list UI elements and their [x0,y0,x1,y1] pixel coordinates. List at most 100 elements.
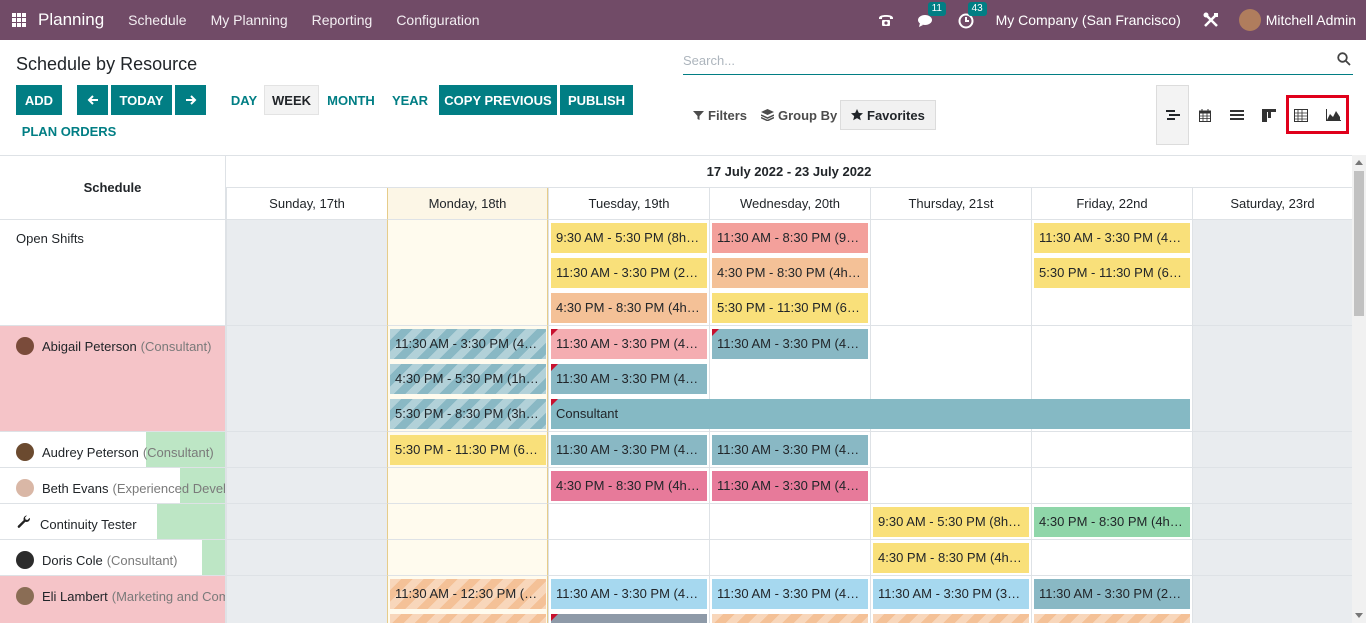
gantt-cell[interactable] [548,468,709,504]
scale-year-button[interactable]: YEAR [391,92,429,108]
publish-button[interactable]: PUBLISH [560,85,633,115]
list-view-button[interactable] [1221,85,1253,145]
shift-pill[interactable] [1034,614,1190,623]
gantt-cell[interactable] [1192,540,1352,576]
gantt-cell[interactable] [548,576,709,623]
gantt-cell[interactable] [1192,576,1352,623]
today-button[interactable]: TODAY [111,85,172,115]
gantt-cell[interactable] [226,576,387,623]
gantt-cell[interactable] [1192,432,1352,468]
shift-pill[interactable]: 4:30 PM - 5:30 PM (1h) -... [390,364,546,394]
shift-pill[interactable]: 11:30 AM - 3:30 PM (2h... [551,258,707,288]
shift-pill[interactable] [873,614,1029,623]
shift-pill[interactable]: 11:30 AM - 3:30 PM (4h... [1034,223,1190,253]
shift-pill[interactable]: 11:30 AM - 3:30 PM (3h... [873,579,1029,609]
gantt-cell[interactable] [870,540,1031,576]
resource-row-label[interactable]: Eli Lambert (Marketing and Com [0,576,226,623]
apps-menu-icon[interactable] [12,13,26,27]
gantt-cell[interactable] [709,540,870,576]
resource-row-label[interactable]: Audrey Peterson (Consultant) [0,432,226,468]
gantt-cell[interactable] [870,504,1031,540]
shift-pill[interactable]: Consultant [551,399,1190,429]
shift-pill[interactable]: 5:30 PM - 8:30 PM (3h) -... [390,399,546,429]
gantt-cell[interactable] [1192,504,1352,540]
gantt-cell[interactable] [1192,468,1352,504]
previous-button[interactable] [77,85,108,115]
gantt-cell[interactable] [387,220,548,326]
gantt-view-button[interactable] [1156,85,1189,145]
gantt-cell[interactable] [226,540,387,576]
shift-pill[interactable]: 4:30 PM - 8:30 PM (4h) -... [551,293,707,323]
shift-pill[interactable]: 11:30 AM - 3:30 PM (2h... [1034,579,1190,609]
resource-row-label[interactable]: Open Shifts [0,220,226,326]
copy-previous-button[interactable]: COPY PREVIOUS [439,85,557,115]
gantt-cell[interactable] [548,326,709,432]
group-by-button[interactable]: Group By [761,100,837,130]
shift-pill[interactable] [551,614,707,623]
plan-orders-button[interactable]: PLAN ORDERS [21,123,117,139]
gantt-cell[interactable] [709,468,870,504]
scrollbar-thumb[interactable] [1354,171,1364,316]
kanban-view-button[interactable] [1253,85,1285,145]
gantt-cell[interactable] [1031,504,1192,540]
gantt-cell[interactable] [1031,220,1192,326]
app-title[interactable]: Planning [38,10,105,29]
shift-pill[interactable]: 11:30 AM - 3:30 PM (4h... [712,579,868,609]
shift-pill[interactable]: 5:30 PM - 11:30 PM (6h... [712,293,868,323]
shift-pill[interactable]: 11:30 AM - 3:30 PM (4h... [390,329,546,359]
shift-pill[interactable]: 11:30 AM - 3:30 PM (4h... [551,329,707,359]
shift-pill[interactable]: 11:30 AM - 3:30 PM (4h... [712,471,868,501]
menu-reporting[interactable]: Reporting [311,12,373,28]
menu-configuration[interactable]: Configuration [396,12,480,28]
user-menu[interactable]: Mitchell Admin [1265,12,1356,28]
gantt-cell[interactable] [387,468,548,504]
next-button[interactable] [175,85,206,115]
shift-pill[interactable]: 4:30 PM - 8:30 PM (4h) -... [712,258,868,288]
filters-button[interactable]: Filters [693,100,747,130]
pivot-view-button[interactable] [1285,85,1317,145]
gantt-cell[interactable] [226,326,387,432]
shift-pill[interactable]: 11:30 AM - 3:30 PM (4h... [712,435,868,465]
shift-pill[interactable] [712,614,868,623]
shift-pill[interactable]: 4:30 PM - 8:30 PM (4h) -... [1034,507,1190,537]
gantt-cell[interactable] [709,326,870,432]
gantt-cell[interactable] [870,432,1031,468]
gantt-cell[interactable] [548,540,709,576]
gantt-cell[interactable] [548,504,709,540]
search-icon[interactable] [1337,52,1351,66]
gantt-cell[interactable] [226,220,387,326]
resource-row-label[interactable]: Doris Cole (Consultant) [0,540,226,576]
gantt-cell[interactable] [1031,576,1192,623]
shift-pill[interactable]: 11:30 AM - 3:30 PM (4h... [551,435,707,465]
clock-icon[interactable]: 43 [957,2,987,29]
menu-my-planning[interactable]: My Planning [210,12,288,28]
chat-icon[interactable]: 11 [917,2,946,29]
scale-week-button[interactable]: WEEK [264,85,319,115]
gantt-cell[interactable] [1031,468,1192,504]
gantt-cell[interactable] [387,540,548,576]
phone-icon[interactable] [877,11,895,29]
calendar-view-button[interactable] [1189,85,1221,145]
gantt-cell[interactable] [870,220,1031,326]
gantt-cell[interactable] [1192,326,1352,432]
favorites-button[interactable]: Favorites [840,100,936,130]
gantt-cell[interactable] [1031,326,1192,432]
shift-pill[interactable]: 11:30 AM - 12:30 PM (1... [390,579,546,609]
gantt-cell[interactable] [1192,220,1352,326]
gantt-cell[interactable] [870,576,1031,623]
gantt-cell[interactable] [709,220,870,326]
user-avatar[interactable] [1238,9,1261,31]
shift-pill[interactable]: 11:30 AM - 3:30 PM (4h... [551,364,707,394]
shift-pill[interactable]: 5:30 PM - 11:30 PM (6h... [390,435,546,465]
resource-row-label[interactable]: Continuity Tester [0,504,226,540]
shift-pill[interactable]: 9:30 AM - 5:30 PM (8h) ... [873,507,1029,537]
gantt-cell[interactable] [1031,540,1192,576]
shift-pill[interactable]: 4:30 PM - 8:30 PM (4h) -... [873,543,1029,573]
shift-pill[interactable]: 11:30 AM - 3:30 PM (4h... [551,579,707,609]
shift-pill[interactable]: 11:30 AM - 8:30 PM (9h... [712,223,868,253]
gantt-cell[interactable] [226,468,387,504]
search-input[interactable] [683,47,1323,73]
vertical-scrollbar[interactable] [1352,155,1366,623]
gantt-cell[interactable] [226,432,387,468]
gantt-cell[interactable] [870,326,1031,432]
